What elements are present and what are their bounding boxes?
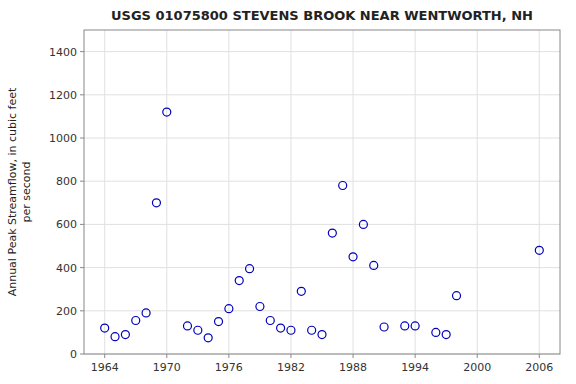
point (142, 309, 150, 317)
tick-label: 0 (70, 348, 77, 361)
tick (80, 138, 84, 139)
plot-frame (84, 30, 560, 354)
tick (415, 354, 416, 358)
tick-label: 1994 (401, 361, 429, 374)
point (111, 333, 119, 341)
tick-label: 1200 (49, 89, 77, 102)
chart: 0 200 400 600 800 1000 1200 1400 1964 1970 1976 198… (0, 0, 576, 384)
tick (80, 224, 84, 225)
grid-line (84, 138, 560, 139)
tick-label: 1976 (215, 361, 243, 374)
tick-label: 1964 (91, 361, 119, 374)
title: USGS 01075800 STEVENS BROOK NEAR WENTWOR… (111, 8, 533, 23)
point (401, 322, 409, 330)
tick (353, 354, 354, 358)
tick (80, 51, 84, 52)
axes: 0 200 400 600 800 1000 1200 1400 1964 1970 1976 198… (49, 46, 553, 374)
point (246, 265, 254, 273)
tick (80, 310, 84, 311)
point (359, 220, 367, 228)
tick (80, 267, 84, 268)
grid-line (290, 30, 291, 354)
point (339, 182, 347, 190)
point (349, 253, 357, 261)
point (297, 287, 305, 295)
point (370, 261, 378, 269)
grid-line (84, 181, 560, 182)
tick-label: 1970 (153, 361, 181, 374)
point (442, 331, 450, 339)
tick-label: 200 (56, 305, 77, 318)
points (101, 108, 544, 342)
point (132, 317, 140, 325)
tick (80, 94, 84, 95)
tick-label: 2000 (463, 361, 491, 374)
tick-label: 1000 (49, 132, 77, 145)
point (411, 322, 419, 330)
tick (166, 354, 167, 358)
tick-label: 1982 (277, 361, 305, 374)
point (266, 317, 274, 325)
point (235, 277, 243, 285)
grid-line (104, 30, 105, 354)
grid-line (228, 30, 229, 354)
tick-label: 1988 (339, 361, 367, 374)
grid-line (84, 224, 560, 225)
tick (477, 354, 478, 358)
point (318, 331, 326, 339)
point (204, 334, 212, 342)
point (121, 331, 129, 339)
tick (104, 354, 105, 358)
point (535, 246, 543, 254)
grid-line (84, 310, 560, 311)
grid-line (84, 267, 560, 268)
point (328, 229, 336, 237)
point (256, 302, 264, 310)
grid-line (84, 51, 560, 52)
tick (290, 354, 291, 358)
point (380, 323, 388, 331)
axis-label: Annual Peak Streamflow, in cubic feet (6, 87, 19, 296)
point (432, 328, 440, 336)
point (163, 108, 171, 116)
tick (539, 354, 540, 358)
point (453, 292, 461, 300)
point (194, 326, 202, 334)
tick-label: 2006 (525, 361, 553, 374)
point (215, 318, 223, 326)
point (308, 326, 316, 334)
point (183, 322, 191, 330)
grid-line (84, 94, 560, 95)
point (277, 324, 285, 332)
tick-label: 400 (56, 262, 77, 275)
plot-area (84, 30, 560, 354)
point (152, 199, 160, 207)
point (101, 324, 109, 332)
tick-label: 800 (56, 175, 77, 188)
grid-line (415, 30, 416, 354)
axis-label: per second (20, 162, 33, 223)
grid-line (353, 30, 354, 354)
tick (228, 354, 229, 358)
grid-line (477, 30, 478, 354)
grid-line (166, 30, 167, 354)
tick (80, 354, 84, 355)
tick-label: 1400 (49, 46, 77, 59)
grid-line (539, 30, 540, 354)
point (287, 326, 295, 334)
tick-label: 600 (56, 218, 77, 231)
point (225, 305, 233, 313)
tick (80, 181, 84, 182)
grid (84, 30, 560, 354)
